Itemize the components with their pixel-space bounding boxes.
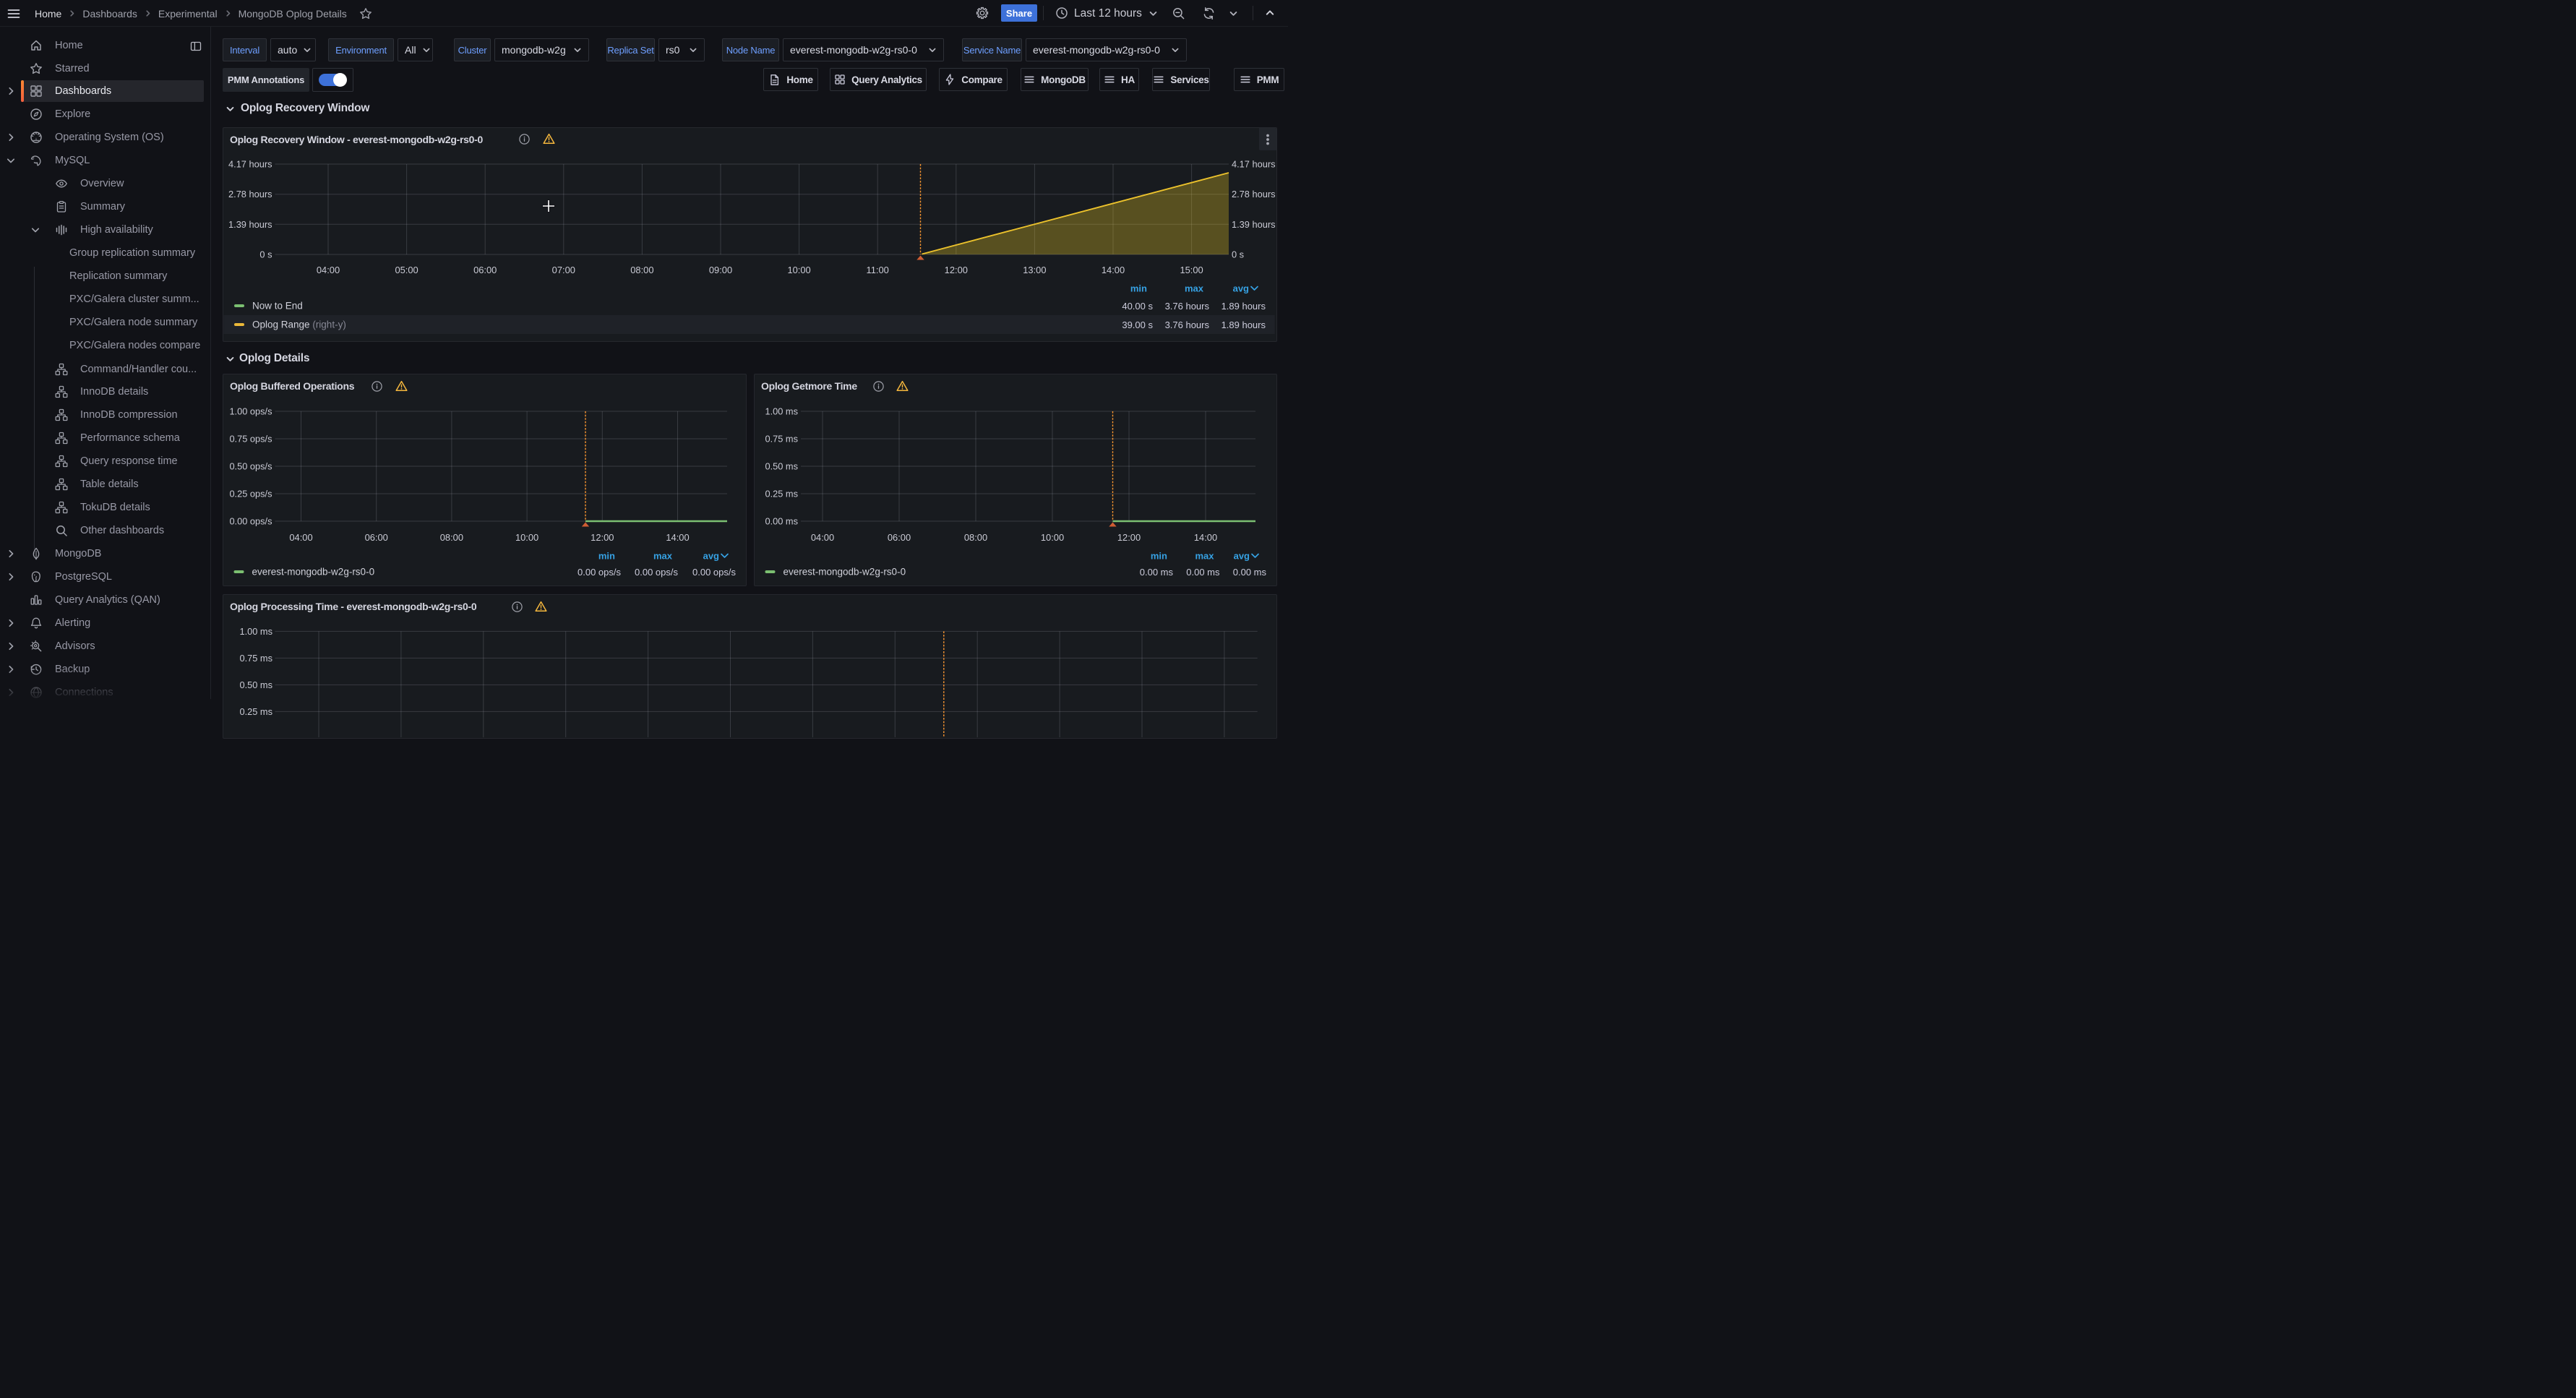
svg-text:0.75 ops/s: 0.75 ops/s [229, 434, 272, 445]
svg-text:everest-mongodb-w2g-rs0-0: everest-mongodb-w2g-rs0-0 [252, 567, 375, 578]
svg-text:avg: avg [1233, 283, 1249, 294]
svg-text:avg: avg [703, 551, 719, 562]
svg-text:06:00: 06:00 [888, 532, 911, 543]
svg-text:14:00: 14:00 [1102, 265, 1125, 275]
svg-text:14:00: 14:00 [666, 532, 689, 543]
svg-text:0.00 ms: 0.00 ms [1140, 567, 1174, 578]
svg-text:0 s: 0 s [1232, 249, 1244, 260]
svg-text:1.39 hours: 1.39 hours [1232, 219, 1275, 230]
svg-text:max: max [1195, 551, 1214, 562]
svg-text:08:00: 08:00 [630, 265, 653, 275]
svg-text:06:00: 06:00 [473, 265, 497, 275]
svg-text:12:00: 12:00 [1117, 532, 1141, 543]
svg-text:0.00 ops/s: 0.00 ops/s [692, 567, 736, 578]
svg-text:2.78 hours: 2.78 hours [228, 189, 272, 200]
svg-text:1.00 ms: 1.00 ms [239, 626, 272, 637]
svg-text:39.00 s: 39.00 s [1122, 320, 1153, 330]
svg-text:12:00: 12:00 [945, 265, 968, 275]
svg-text:4.17 hours: 4.17 hours [1232, 159, 1275, 170]
svg-text:avg: avg [1234, 551, 1250, 562]
svg-text:0.00 ops/s: 0.00 ops/s [229, 516, 272, 527]
svg-text:40.00 s: 40.00 s [1122, 301, 1153, 312]
svg-text:04:00: 04:00 [289, 532, 312, 543]
svg-text:0.75 ms: 0.75 ms [765, 434, 798, 445]
svg-text:Now to End: Now to End [252, 301, 303, 312]
svg-text:0.00 ms: 0.00 ms [765, 516, 798, 527]
svg-text:1.89 hours: 1.89 hours [1222, 301, 1266, 312]
svg-text:05:00: 05:00 [395, 265, 418, 275]
svg-text:08:00: 08:00 [964, 532, 987, 543]
svg-text:14:00: 14:00 [1194, 532, 1217, 543]
svg-text:2.78 hours: 2.78 hours [1232, 189, 1275, 200]
svg-text:10:00: 10:00 [787, 265, 810, 275]
svg-text:04:00: 04:00 [811, 532, 834, 543]
svg-text:min: min [598, 551, 615, 562]
svg-text:10:00: 10:00 [1041, 532, 1064, 543]
svg-text:13:00: 13:00 [1023, 265, 1046, 275]
svg-text:0.00 ms: 0.00 ms [1233, 567, 1267, 578]
svg-text:11:00: 11:00 [867, 265, 889, 275]
svg-text:0.75 ms: 0.75 ms [239, 653, 272, 664]
svg-text:max: max [653, 551, 673, 562]
svg-text:0.00 ops/s: 0.00 ops/s [578, 567, 621, 578]
svg-text:min: min [1130, 283, 1147, 294]
svg-text:0.00 ms: 0.00 ms [1186, 567, 1220, 578]
svg-text:04:00: 04:00 [317, 265, 340, 275]
svg-text:Oplog Range (right-y): Oplog Range (right-y) [252, 320, 346, 330]
svg-text:0.50 ms: 0.50 ms [765, 461, 798, 472]
svg-text:12:00: 12:00 [591, 532, 614, 543]
svg-text:0 s: 0 s [259, 249, 272, 260]
svg-text:min: min [1151, 551, 1167, 562]
svg-text:0.25 ops/s: 0.25 ops/s [229, 489, 272, 499]
svg-text:09:00: 09:00 [709, 265, 732, 275]
svg-text:0.25 ms: 0.25 ms [765, 489, 798, 499]
svg-text:4.17 hours: 4.17 hours [228, 159, 272, 170]
svg-text:3.76 hours: 3.76 hours [1165, 301, 1210, 312]
svg-text:max: max [1185, 283, 1204, 294]
svg-text:0.50 ops/s: 0.50 ops/s [229, 461, 272, 472]
svg-text:1.89 hours: 1.89 hours [1222, 320, 1266, 330]
svg-text:07:00: 07:00 [552, 265, 575, 275]
svg-text:06:00: 06:00 [365, 532, 388, 543]
svg-text:0.50 ms: 0.50 ms [239, 679, 272, 690]
svg-text:3.76 hours: 3.76 hours [1165, 320, 1210, 330]
svg-text:10:00: 10:00 [515, 532, 538, 543]
svg-text:1.00 ms: 1.00 ms [765, 406, 798, 417]
svg-text:08:00: 08:00 [440, 532, 463, 543]
svg-text:0.25 ms: 0.25 ms [239, 706, 272, 717]
svg-text:15:00: 15:00 [1180, 265, 1203, 275]
svg-text:1.39 hours: 1.39 hours [228, 219, 272, 230]
svg-text:1.00 ops/s: 1.00 ops/s [229, 406, 272, 417]
svg-text:everest-mongodb-w2g-rs0-0: everest-mongodb-w2g-rs0-0 [783, 567, 906, 578]
svg-text:0.00 ops/s: 0.00 ops/s [635, 567, 678, 578]
